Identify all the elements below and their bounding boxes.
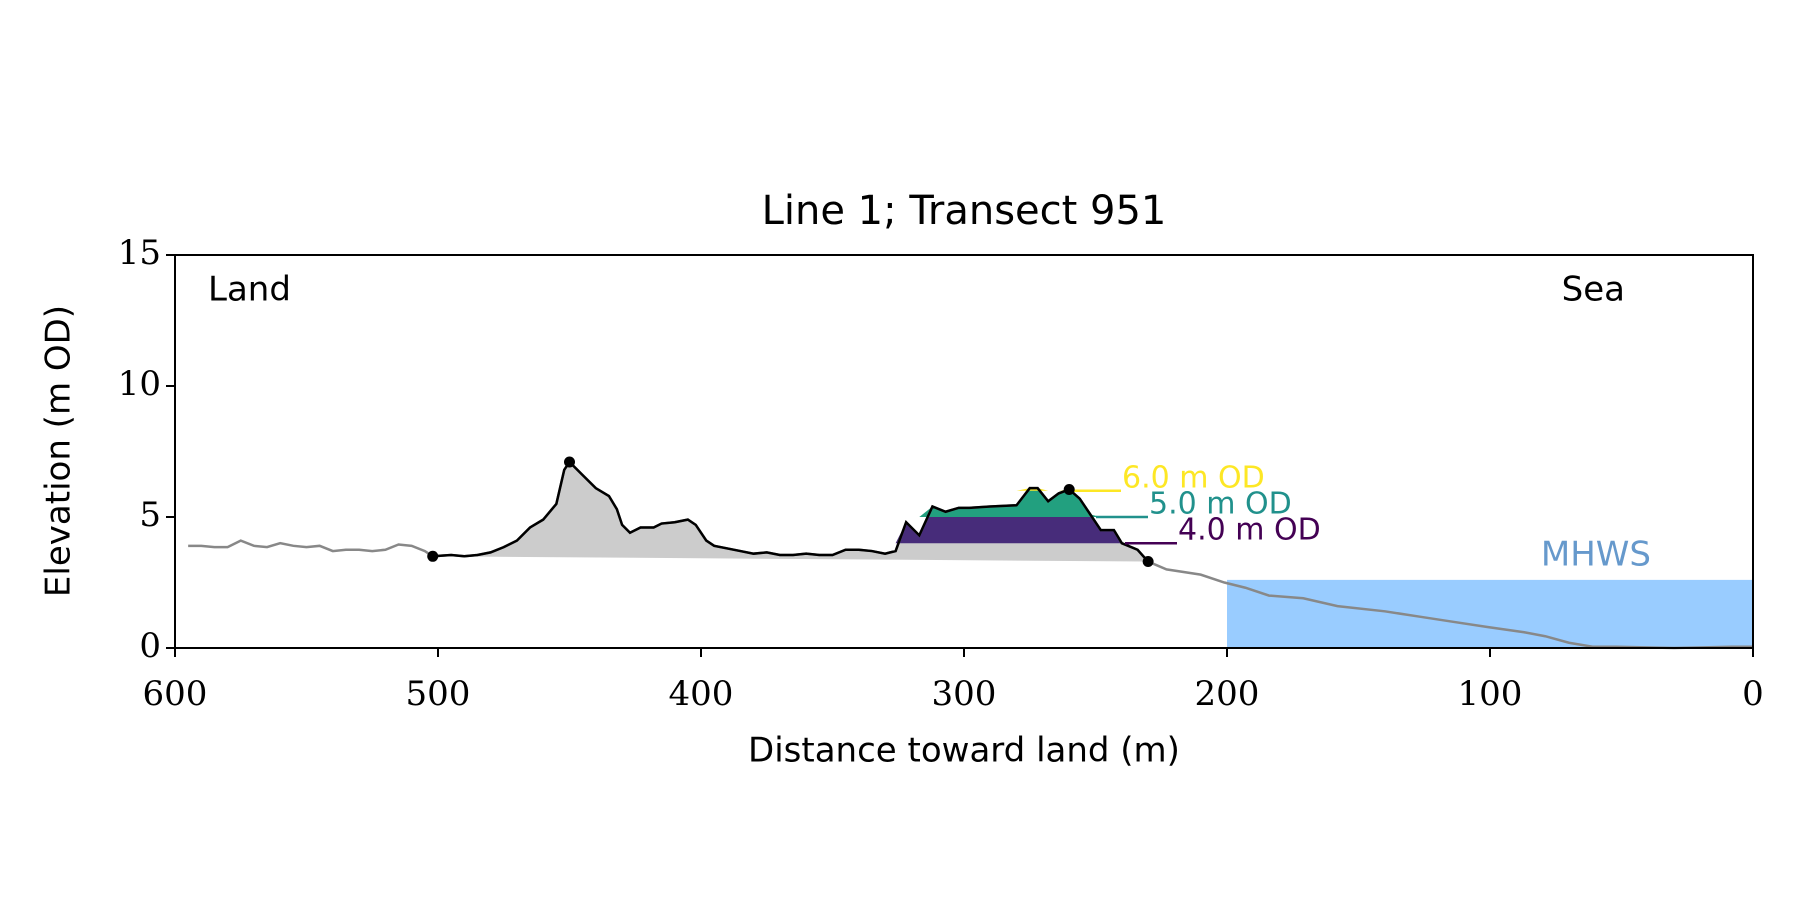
x-tick-label: 400	[669, 674, 734, 714]
x-tick-label: 200	[1195, 674, 1260, 714]
y-tick-label: 10	[118, 364, 161, 404]
x-tick-label: 300	[932, 674, 997, 714]
level-label: 6.0 m OD	[1122, 460, 1265, 495]
level-label: 5.0 m OD	[1149, 487, 1292, 522]
chart-title: Line 1; Transect 951	[762, 188, 1167, 234]
point	[564, 456, 575, 468]
point	[1063, 483, 1075, 495]
mhws-label: MHWS	[1541, 534, 1651, 574]
x-tick-label: 0	[1742, 674, 1764, 714]
point	[1142, 556, 1154, 568]
sea-label: Sea	[1562, 270, 1625, 310]
level-label: 4.0 m OD	[1178, 513, 1321, 548]
land-label: Land	[208, 270, 291, 310]
x-axis-label: Distance toward land (m)	[748, 731, 1180, 771]
level-fill	[895, 488, 1138, 517]
extent-line	[432, 460, 1150, 563]
y-tick-label: 15	[118, 233, 161, 273]
y-axis-label: Elevation (m OD)	[39, 305, 79, 597]
y-tick-label: 0	[139, 626, 161, 666]
x-tick-label: 600	[143, 674, 208, 714]
x-tick-label: 500	[406, 674, 471, 714]
x-tick-label: 100	[1458, 674, 1523, 714]
mhws-area	[1227, 579, 1753, 648]
y-tick-label: 5	[139, 495, 161, 535]
point	[427, 550, 439, 562]
